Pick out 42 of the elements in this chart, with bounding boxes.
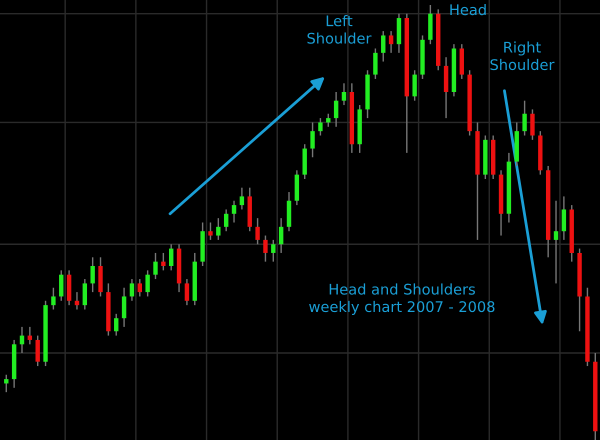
candlestick [554,200,558,284]
candlestick [232,200,236,224]
candlestick [184,278,190,306]
candlestick [530,108,535,141]
candlestick [310,122,315,158]
candlestick [381,30,386,62]
candlestick [161,252,166,272]
candlestick [122,287,126,328]
annotation: Right Shoulder [490,41,554,70]
candlestick [20,326,24,354]
candlestick [114,313,118,336]
candlestick [59,270,64,302]
annotation: Head [450,4,486,16]
annotation: Left Shoulder [307,15,372,44]
annotation: Head and Shoulders weekly chart 2007 - 2008 [309,283,494,315]
candlestick [90,256,95,293]
candlestick [326,113,330,128]
candlestick [208,222,213,241]
candlestick [130,278,134,302]
candlestick [412,70,417,102]
candlestick [153,252,158,280]
candlestick [278,217,284,254]
candlestick [388,30,394,54]
candlestick [169,244,174,272]
candlestick [145,270,150,298]
candlestick [522,100,527,136]
candlestick [318,117,323,136]
candlestick [138,278,142,298]
candlestick [255,217,260,245]
candlestick [373,48,378,80]
candlestick [82,278,88,310]
candlestick [263,234,268,262]
candlestick [334,91,338,128]
candlestick [4,374,8,393]
candlestick [216,217,221,241]
candlestick [28,326,32,345]
candlestick [271,239,276,262]
candlestick [562,196,566,241]
candlestick [240,187,244,210]
candlestick [224,208,228,232]
candlestick [51,287,56,310]
candlestick [35,334,40,367]
